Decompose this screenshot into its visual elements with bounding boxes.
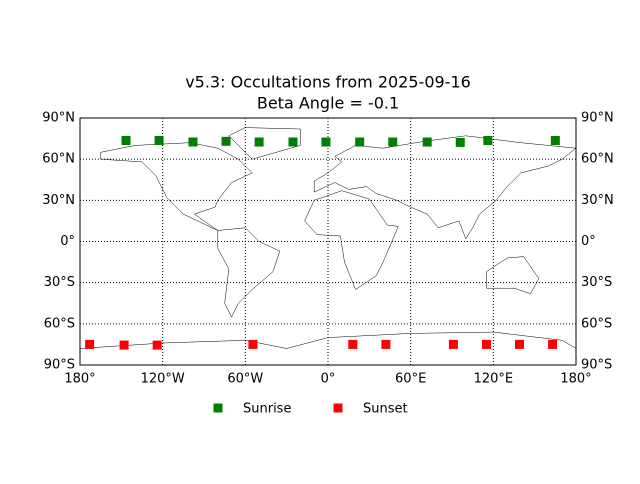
x-tick-label: 0° xyxy=(321,372,336,387)
grid xyxy=(80,118,576,365)
marker xyxy=(248,339,258,349)
marker xyxy=(221,136,231,146)
y-tick-label: 90°N xyxy=(42,111,75,126)
coastline xyxy=(217,227,281,318)
legend-marker xyxy=(213,403,223,413)
chart-subtitle: Beta Angle = -0.1 xyxy=(257,94,399,113)
chart-title: v5.3: Occultations from 2025-09-16 xyxy=(185,73,471,92)
y-tick-label-right: 90°S xyxy=(581,358,612,373)
y-tick-label-right: 60°S xyxy=(581,316,612,331)
legend: Sunrise Sunset xyxy=(213,402,408,417)
x-tick-label: 180° xyxy=(64,372,95,387)
marker xyxy=(121,136,131,146)
marker xyxy=(288,137,298,147)
marker xyxy=(85,339,95,349)
x-tick-label: 60°W xyxy=(227,372,263,387)
coastline xyxy=(486,256,540,294)
y-tick-label: 60°S xyxy=(44,316,75,331)
x-tick-label: 60°E xyxy=(395,372,426,387)
y-tick-label: 0° xyxy=(60,234,75,249)
marker xyxy=(388,137,398,147)
marker xyxy=(481,339,491,349)
marker xyxy=(483,136,493,146)
marker xyxy=(355,137,365,147)
marker xyxy=(152,340,162,350)
marker xyxy=(381,339,391,349)
marker xyxy=(550,136,560,146)
x-tick-label: 120°W xyxy=(141,372,185,387)
marker xyxy=(515,339,525,349)
marker xyxy=(321,137,331,147)
x-tick-label: 120°E xyxy=(474,372,514,387)
marker xyxy=(154,136,164,146)
legend-label: Sunrise xyxy=(243,402,291,417)
y-tick-label-right: 30°N xyxy=(581,193,614,208)
marker xyxy=(188,137,198,147)
map-frame xyxy=(79,117,577,366)
marker xyxy=(448,339,458,349)
y-tick-label-right: 0° xyxy=(581,234,596,249)
legend-label: Sunset xyxy=(363,402,408,417)
y-tick-label: 60°N xyxy=(42,152,75,167)
marker xyxy=(548,339,558,349)
points xyxy=(85,136,560,350)
coastline xyxy=(313,135,577,240)
marker xyxy=(119,340,129,350)
y-tick-label: 30°S xyxy=(44,275,75,290)
marker xyxy=(348,339,358,349)
legend-marker xyxy=(333,403,343,413)
y-tick-label-right: 60°N xyxy=(581,152,614,167)
coastline xyxy=(228,127,301,160)
y-tick-label: 30°N xyxy=(42,193,75,208)
y-tick-label-right: 30°S xyxy=(581,275,612,290)
y-tick-label-right: 90°N xyxy=(581,111,614,126)
y-tick-label: 90°S xyxy=(44,358,75,373)
marker xyxy=(254,137,264,147)
marker xyxy=(455,137,465,147)
marker xyxy=(422,137,432,147)
coastline xyxy=(100,142,253,231)
coastline xyxy=(304,190,399,290)
x-tick-label: 180° xyxy=(560,372,591,387)
